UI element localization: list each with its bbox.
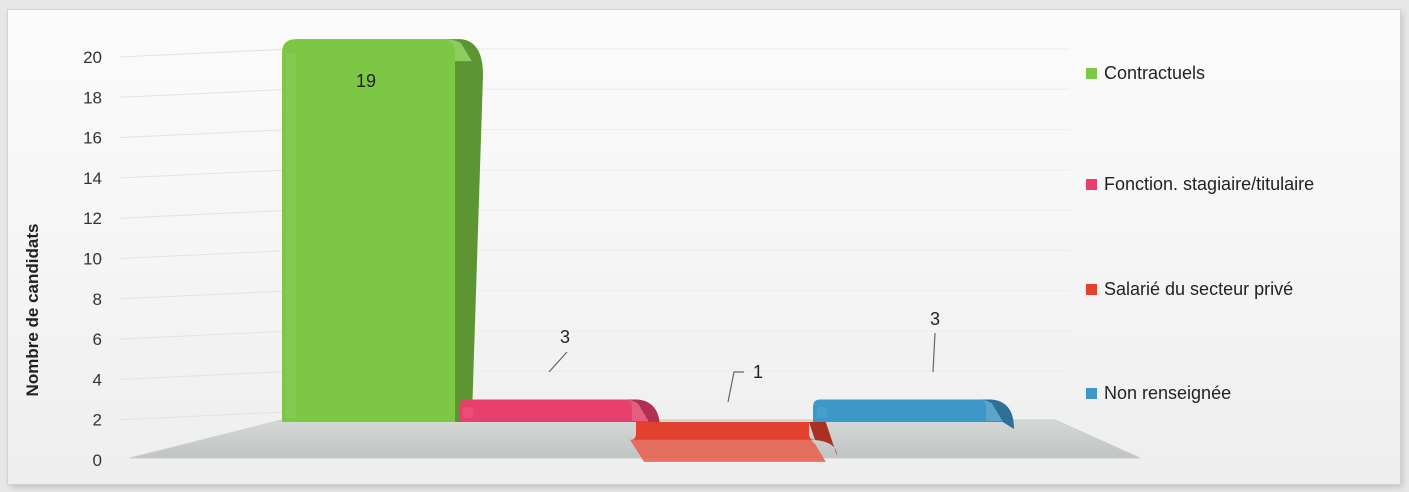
leader-line <box>932 332 936 373</box>
legend-swatch <box>1086 388 1097 399</box>
data-label: 1 <box>753 362 763 382</box>
y-tick-label: 4 <box>93 370 102 389</box>
chart-backdrop <box>119 48 1141 459</box>
y-tick-label: 0 <box>93 451 102 470</box>
gridline <box>119 330 291 340</box>
gridline <box>119 250 291 259</box>
legend-label: Salarié du secteur privé <box>1104 279 1293 299</box>
bar-4 <box>813 399 1014 430</box>
legend-swatch <box>1086 284 1097 295</box>
gridline <box>119 290 291 300</box>
gridline <box>119 169 291 179</box>
data-label: 19 <box>356 71 376 91</box>
y-tick-label: 6 <box>93 330 102 349</box>
data-label: 3 <box>930 309 940 329</box>
gridline <box>119 370 291 380</box>
legend-label: Non renseignée <box>1104 383 1231 403</box>
gridline <box>119 88 291 98</box>
bar-3 <box>630 422 837 462</box>
y-tick-label: 8 <box>93 290 102 309</box>
bar-1 <box>282 39 483 423</box>
legend: Contractuels Fonction. stagiaire/titulair… <box>1086 63 1314 403</box>
gridline <box>119 129 291 139</box>
y-axis-label: Nombre de candidats <box>23 224 42 397</box>
y-tick-label: 10 <box>83 250 102 269</box>
legend-swatch <box>1086 179 1097 190</box>
bars <box>282 39 1014 462</box>
legend-label: Contractuels <box>1104 63 1205 83</box>
bar-2 <box>459 399 660 430</box>
gridline <box>119 411 291 421</box>
legend-swatch <box>1086 68 1097 79</box>
data-label: 3 <box>560 327 570 347</box>
leader-line <box>548 351 568 373</box>
data-labels: 19 3 1 3 <box>356 71 940 403</box>
y-axis: 0 2 4 6 8 10 12 14 16 18 20 <box>83 48 102 470</box>
gridline <box>119 209 291 219</box>
y-tick-label: 16 <box>83 129 102 148</box>
y-tick-label: 14 <box>83 169 102 188</box>
legend-label: Fonction. stagiaire/titulaire <box>1104 174 1314 194</box>
y-tick-label: 18 <box>83 88 102 107</box>
y-tick-label: 2 <box>93 411 102 430</box>
y-tick-label: 12 <box>83 209 102 228</box>
y-tick-label: 20 <box>83 48 102 67</box>
gridline <box>119 48 291 58</box>
leader-line <box>727 371 744 403</box>
